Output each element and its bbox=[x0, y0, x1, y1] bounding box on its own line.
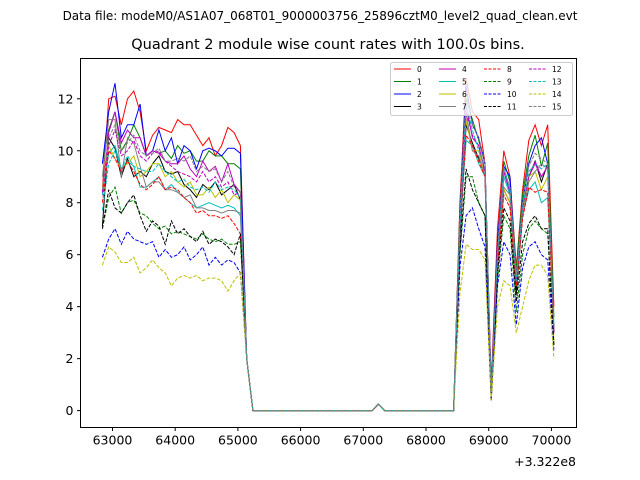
legend-label-8: 8 bbox=[507, 65, 512, 74]
plot-frame bbox=[80, 58, 577, 428]
x-tick-label: 66000 bbox=[281, 433, 321, 448]
y-tick-label: 6 bbox=[66, 247, 74, 262]
x-offset-label: +3.322e8 bbox=[514, 454, 576, 469]
y-tick-label: 4 bbox=[66, 299, 74, 314]
x-tick-label: 63000 bbox=[93, 433, 133, 448]
legend-label-15: 15 bbox=[552, 102, 562, 111]
legend-label-7: 7 bbox=[462, 102, 467, 111]
legend-label-12: 12 bbox=[552, 65, 562, 74]
series-line-14 bbox=[101, 243, 555, 412]
legend-label-1: 1 bbox=[417, 77, 422, 86]
suptitle: Data file: modeM0/AS1A07_068T01_90000037… bbox=[63, 9, 578, 23]
legend-label-14: 14 bbox=[552, 90, 562, 99]
x-tick-label: 69000 bbox=[469, 433, 509, 448]
legend-label-3: 3 bbox=[417, 102, 422, 111]
series-line-3 bbox=[101, 124, 555, 412]
legend-box bbox=[390, 62, 573, 116]
x-tick-label: 64000 bbox=[155, 433, 195, 448]
y-tick-label: 10 bbox=[58, 143, 74, 158]
x-tick-label: 65000 bbox=[218, 433, 258, 448]
legend-label-4: 4 bbox=[462, 65, 467, 74]
series-line-15 bbox=[101, 93, 555, 412]
legend-label-13: 13 bbox=[552, 77, 562, 86]
legend-label-11: 11 bbox=[507, 102, 517, 111]
y-axis: 0 2 4 6 8 10 12 bbox=[58, 91, 81, 418]
x-axis: 63000 64000 65000 66000 67000 68000 69000 70000 bbox=[93, 427, 572, 448]
y-tick-label: 8 bbox=[66, 195, 74, 210]
y-tick-label: 2 bbox=[66, 351, 74, 366]
legend-label-2: 2 bbox=[417, 90, 422, 99]
y-tick-label: 0 bbox=[66, 403, 74, 418]
y-tick-label: 12 bbox=[58, 91, 74, 106]
series-line-8 bbox=[101, 133, 555, 412]
x-tick-label: 70000 bbox=[532, 433, 572, 448]
legend-label-6: 6 bbox=[462, 90, 467, 99]
x-tick-label: 67000 bbox=[343, 433, 383, 448]
series-line-11 bbox=[101, 168, 555, 412]
legend-label-9: 9 bbox=[507, 77, 512, 86]
chart-title: Quadrant 2 module wise count rates with … bbox=[131, 37, 525, 53]
legend-label-0: 0 bbox=[417, 65, 422, 74]
legend-label-10: 10 bbox=[507, 90, 517, 99]
x-tick-label: 68000 bbox=[406, 433, 446, 448]
series-layer bbox=[101, 77, 555, 412]
legend-label-5: 5 bbox=[462, 77, 467, 86]
